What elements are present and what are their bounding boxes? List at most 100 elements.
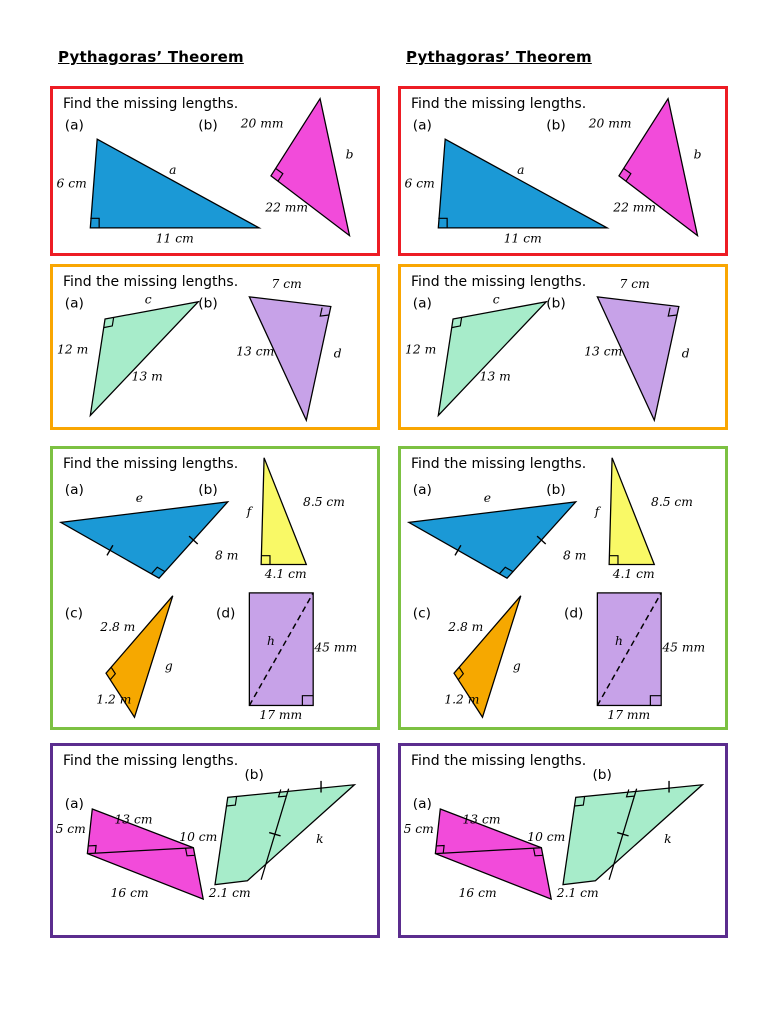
magenta-right-triangle [270, 96, 351, 238]
part-a-label: (a) [65, 482, 84, 498]
right-angle-mark [436, 844, 445, 854]
blue-right-triangle [89, 138, 262, 229]
hypotenuse-label: d [682, 347, 690, 361]
magenta-quadrilateral [86, 808, 205, 901]
right-angle-mark [532, 848, 543, 857]
tick-mark [106, 544, 114, 556]
page-title: Pythagoras’ Theorem [58, 48, 244, 66]
base-label: 11 cm [156, 231, 194, 245]
hypotenuse-label: e [136, 491, 143, 505]
diagonal-label: h [267, 634, 275, 648]
instruction-text: Find the missing lengths. [411, 96, 587, 112]
side-label: 7 cm [272, 277, 302, 291]
base-label: 11 cm [504, 231, 542, 245]
lavender-right-triangle [248, 296, 332, 423]
problem-box-2: Find the missing lengths. (a) (b) c 12 m… [398, 264, 728, 430]
part-a-label: (a) [413, 796, 432, 812]
right-angle-mark [609, 555, 619, 565]
right-angle-mark [623, 168, 632, 182]
instruction-text: Find the missing lengths. [411, 753, 587, 769]
right-angle-mark [150, 566, 166, 575]
right-angle-mark [451, 317, 463, 329]
hypotenuse-label: g [513, 659, 521, 673]
side-label: 12 m [57, 343, 88, 357]
right-angle-mark [498, 566, 514, 575]
part-a-label: (a) [413, 296, 432, 312]
side-label: 10 cm [179, 830, 217, 844]
hypotenuse-label: 8.5 cm [303, 495, 345, 509]
side-label: 20 mm [240, 117, 284, 131]
side-label: 7 cm [620, 277, 650, 291]
tick-mark [188, 535, 199, 545]
hypotenuse-label: c [493, 293, 500, 307]
page-title: Pythagoras’ Theorem [406, 48, 592, 66]
right-angle-mark [277, 789, 287, 798]
base-label: 13 m [132, 370, 163, 384]
hypotenuse-label: e [484, 491, 491, 505]
mint-parallelogram [214, 783, 357, 886]
problem-box-3: Find the missing lengths. (a) (b) (c) (d… [50, 446, 380, 730]
side-label: f [594, 505, 602, 519]
page: Pythagoras’ Theorem Find the missing len… [50, 48, 728, 938]
part-c-label: (c) [65, 605, 83, 621]
top-label: 13 cm [463, 813, 501, 827]
blue-isosceles-triangle [406, 501, 578, 580]
right-angle-mark [184, 848, 195, 857]
base-label: 17 mm [259, 708, 302, 722]
side-label: 2.8 m [447, 620, 483, 634]
side-label: 6 cm [405, 176, 435, 190]
base-label: 13 cm [584, 345, 622, 359]
side-label: 2.8 m [99, 620, 135, 634]
orange-right-triangle [453, 595, 522, 719]
lavender-right-triangle [596, 296, 680, 423]
part-a-label: (a) [65, 296, 84, 312]
problem-2-canvas: (a) (b) c 12 m 13 m 7 cm 13 cm d [57, 277, 342, 423]
part-b-label: (b) [592, 767, 611, 783]
side-label: 12 m [405, 343, 436, 357]
diagonal-line [596, 592, 662, 706]
hypotenuse-label: 8.5 cm [651, 495, 693, 509]
base-label: 22 mm [612, 201, 656, 215]
hypotenuse-label: a [517, 163, 524, 177]
base-label: 16 cm [111, 886, 149, 900]
side-label: 10 cm [527, 830, 565, 844]
hypotenuse-label: k [664, 832, 671, 846]
mint-right-triangle [437, 300, 549, 418]
right-angle-mark [667, 307, 678, 317]
tick-mark [536, 535, 547, 545]
right-angle-mark [275, 168, 284, 182]
hypotenuse-label: c [145, 293, 152, 307]
hypotenuse-label: b [346, 148, 354, 162]
blue-isosceles-triangle [58, 501, 230, 580]
instruction-text: Find the missing lengths. [411, 274, 587, 290]
top-label: 13 cm [115, 813, 153, 827]
base-label: 4.1 cm [264, 567, 307, 581]
part-a-label: (a) [65, 118, 84, 134]
yellow-right-triangle [260, 457, 308, 566]
part-b-label: (b) [198, 118, 217, 134]
problem-box-4: Find the missing lengths. (a) (b) 5 cm 1… [50, 743, 380, 938]
mint-right-triangle [89, 300, 201, 418]
magenta-right-triangle [618, 96, 699, 238]
problem-1-canvas: (a) (b) 6 cm a 11 cm 20 mm 22 mm b [57, 96, 354, 245]
hypotenuse-label: b [694, 148, 702, 162]
side-label: 6 cm [57, 176, 87, 190]
tick-mark [269, 831, 281, 837]
base-label: 1.2 m [444, 693, 479, 707]
right-angle-mark [649, 695, 662, 706]
side-label: 45 mm [313, 641, 357, 655]
problem-2-canvas: (a) (b) c 12 m 13 m 7 cm 13 cm d [405, 277, 690, 423]
part-a-label: (a) [413, 482, 432, 498]
diagonal-line [248, 592, 314, 706]
tick-mark [454, 544, 462, 556]
base-label: 2.1 cm [556, 886, 599, 900]
problem-4-canvas: (a) (b) 5 cm 13 cm 16 cm 10 cm 2.1 cm k [56, 767, 357, 901]
part-b-label: (b) [244, 767, 263, 783]
part-b-label: (b) [546, 296, 565, 312]
magenta-quadrilateral [434, 808, 553, 901]
instruction-text: Find the missing lengths. [63, 753, 239, 769]
right-angle-mark [109, 666, 117, 681]
right-angle-mark [226, 796, 238, 807]
side-label: 5 cm [404, 822, 434, 836]
instruction-text: Find the missing lengths. [411, 456, 587, 472]
